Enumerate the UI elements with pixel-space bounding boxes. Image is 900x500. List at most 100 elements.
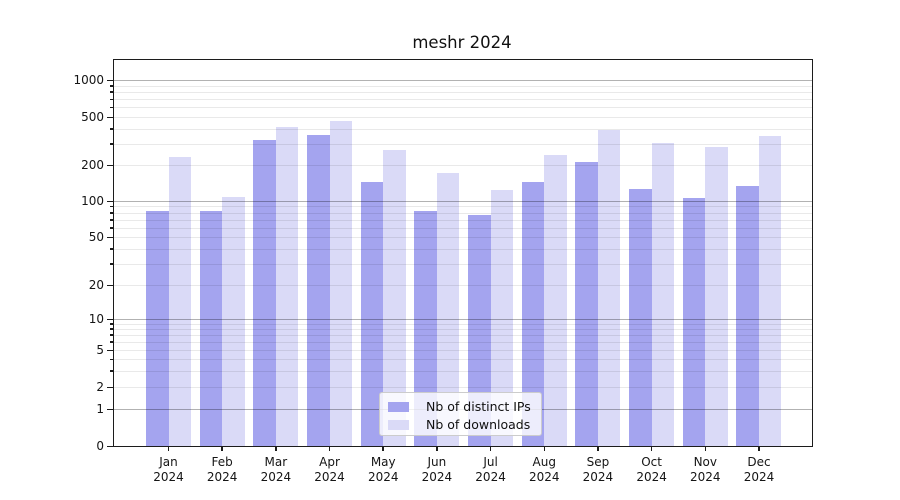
y-minor-tick bbox=[109, 212, 113, 214]
x-tick bbox=[275, 446, 277, 451]
bar-downloads-aug bbox=[544, 155, 567, 446]
legend-label-distinct-ips: Nb of distinct IPs bbox=[426, 399, 531, 414]
y-tick-label: 10 bbox=[88, 312, 104, 326]
bar-downloads-mar bbox=[275, 127, 299, 446]
legend-item-distinct-ips: Nb of distinct IPs bbox=[388, 398, 541, 415]
gridline-minor bbox=[114, 117, 812, 118]
x-tick bbox=[328, 446, 331, 451]
legend: Nb of distinct IPs Nb of downloads bbox=[379, 392, 542, 436]
x-tick-label-nov: Nov 2024 bbox=[690, 455, 721, 484]
x-tick bbox=[543, 446, 545, 451]
bar-ips-mar bbox=[253, 139, 276, 446]
gridline-major bbox=[114, 201, 812, 202]
y-minor-tick bbox=[109, 219, 113, 221]
y-minor-tick bbox=[109, 128, 113, 130]
x-tick bbox=[167, 446, 170, 451]
y-tick bbox=[106, 79, 113, 81]
bar-downloads-jul bbox=[490, 189, 514, 446]
gridline-minor bbox=[114, 237, 812, 238]
gridline-minor bbox=[114, 387, 812, 388]
y-tick bbox=[106, 349, 113, 351]
bar-downloads-jun bbox=[436, 173, 460, 446]
y-minor-tick bbox=[109, 323, 113, 325]
y-tick bbox=[106, 318, 113, 320]
gridline-minor bbox=[114, 219, 812, 221]
bar-ips-oct bbox=[629, 188, 652, 446]
y-minor-tick bbox=[109, 334, 113, 336]
y-minor-tick bbox=[109, 248, 113, 250]
legend-item-downloads: Nb of downloads bbox=[388, 416, 541, 433]
x-tick-label-apr: Apr 2024 bbox=[314, 455, 345, 484]
x-tick-label-jul: Jul 2024 bbox=[475, 455, 506, 484]
bar-downloads-apr bbox=[329, 121, 353, 446]
y-minor-tick bbox=[109, 91, 113, 93]
y-minor-tick bbox=[109, 263, 113, 265]
y-minor-tick bbox=[109, 370, 113, 372]
gridline-minor bbox=[114, 107, 812, 109]
y-minor-tick bbox=[109, 328, 113, 330]
gridline-minor bbox=[114, 227, 812, 229]
bar-ips-jul bbox=[468, 214, 491, 446]
gridline-major bbox=[114, 319, 812, 320]
bar-ips-may bbox=[360, 182, 384, 446]
gridline-minor bbox=[114, 285, 812, 286]
bar-ips-dec bbox=[736, 186, 759, 446]
bar-ips-nov bbox=[682, 197, 706, 446]
x-tick-label-jan: Jan 2024 bbox=[153, 455, 184, 484]
y-tick bbox=[106, 200, 113, 202]
y-tick-label: 0 bbox=[96, 439, 104, 453]
y-minor-tick bbox=[109, 358, 113, 360]
y-tick-label: 100 bbox=[81, 194, 104, 208]
bar-ips-jun bbox=[414, 211, 437, 446]
y-tick-label: 20 bbox=[88, 278, 104, 292]
x-tick bbox=[704, 446, 707, 451]
y-tick-label: 2 bbox=[96, 380, 104, 394]
gridline-minor bbox=[114, 206, 812, 208]
bar-downloads-sep bbox=[597, 130, 621, 446]
gridline-minor bbox=[114, 334, 812, 336]
y-minor-tick bbox=[109, 85, 113, 87]
gridline-minor bbox=[114, 263, 812, 265]
gridline-minor bbox=[114, 212, 812, 214]
plot-area: 0 1 2 5 10 20 50 100 200 500 1000 Jan 2024 Feb 2024 M… bbox=[73, 59, 813, 484]
bar-ips-feb bbox=[199, 210, 223, 446]
bar-ips-sep bbox=[575, 161, 598, 446]
bar-downloads-jan bbox=[168, 157, 191, 446]
legend-swatch-distinct-ips bbox=[388, 401, 409, 412]
bar-downloads-dec bbox=[758, 136, 782, 446]
x-tick-label-aug: Aug 2024 bbox=[528, 455, 560, 484]
gridline-minor bbox=[114, 350, 812, 351]
x-tick bbox=[489, 446, 492, 451]
y-minor-tick bbox=[109, 98, 113, 101]
gridline-minor bbox=[114, 143, 812, 145]
y-tick bbox=[106, 116, 113, 118]
x-tick bbox=[650, 446, 653, 451]
gridline-minor bbox=[114, 328, 812, 330]
y-tick bbox=[106, 164, 113, 166]
gridline-minor bbox=[114, 248, 812, 250]
y-tick bbox=[106, 445, 113, 447]
x-tick bbox=[221, 446, 223, 451]
gridline-minor bbox=[114, 128, 812, 130]
gridline-minor bbox=[114, 99, 812, 101]
x-tick-label-jun: Jun 2024 bbox=[421, 455, 453, 484]
y-tick bbox=[106, 386, 113, 388]
chart-title: meshr 2024 bbox=[412, 33, 512, 52]
x-tick-label-oct: Oct 2024 bbox=[636, 455, 667, 484]
bar-downloads-nov bbox=[705, 147, 728, 446]
y-tick bbox=[106, 408, 113, 410]
bar-downloads-may bbox=[383, 150, 406, 446]
y-tick bbox=[106, 284, 113, 286]
gridline-major bbox=[114, 80, 812, 81]
x-tick-label-feb: Feb 2024 bbox=[206, 455, 238, 484]
y-tick bbox=[106, 236, 113, 238]
gridline-minor bbox=[114, 165, 812, 166]
y-minor-tick bbox=[109, 106, 113, 109]
bar-ips-jan bbox=[146, 210, 169, 446]
x-tick-label-sep: Sep 2024 bbox=[582, 455, 614, 484]
y-minor-tick bbox=[109, 205, 113, 208]
gridline-minor bbox=[114, 370, 812, 372]
x-tick-label-mar: Mar 2024 bbox=[260, 455, 292, 484]
gridline-minor bbox=[114, 85, 812, 87]
